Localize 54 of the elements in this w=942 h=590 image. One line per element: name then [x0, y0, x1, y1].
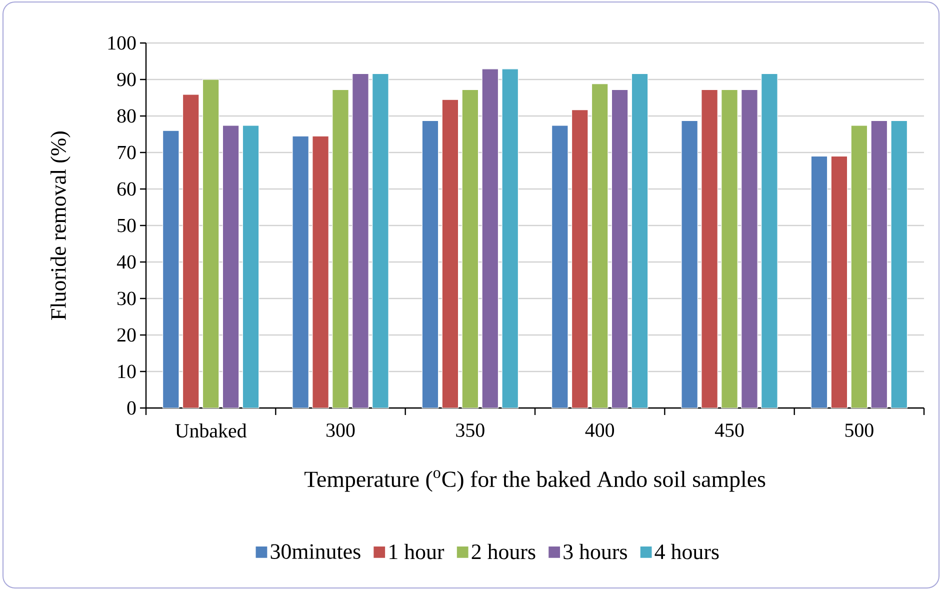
y-tick-label: 70 [118, 146, 136, 160]
x-tick-label: Unbaked [175, 424, 247, 438]
bar [352, 73, 369, 408]
x-tick-label: 450 [714, 424, 744, 437]
bar [332, 89, 349, 408]
bar [222, 125, 240, 408]
bar [462, 89, 479, 408]
y-tick-label: 100 [108, 36, 136, 50]
bar [162, 130, 180, 408]
bar [372, 73, 389, 408]
bar [611, 89, 628, 408]
legend-label: 1 hour [390, 544, 444, 560]
bar [551, 125, 568, 408]
bar [631, 73, 648, 408]
y-tick-label: 20 [117, 328, 136, 342]
bar [442, 99, 459, 408]
y-tick-label: 10 [118, 364, 136, 378]
y-tick-label: 0 [127, 401, 136, 415]
y-tick-label: 50 [118, 218, 136, 232]
x-tick-label: 300 [326, 424, 355, 437]
bar [761, 73, 778, 408]
y-axis-title: Fluoride removal (%) [50, 132, 70, 320]
bar [292, 136, 309, 408]
legend-label: 4 hours [654, 544, 719, 560]
legend-label: 3 hours [564, 544, 627, 560]
x-tick-label: 350 [456, 424, 484, 437]
bar [810, 156, 828, 408]
bar [571, 109, 588, 408]
x-tick-label: 500 [845, 424, 874, 437]
bar [850, 125, 868, 408]
y-tick-label: 60 [117, 182, 136, 196]
bar [701, 89, 718, 408]
bar [242, 125, 260, 408]
bar [890, 120, 908, 408]
y-tick-label: 80 [117, 109, 136, 123]
bar [502, 68, 519, 408]
bar [741, 89, 758, 408]
bar [830, 156, 848, 408]
bar [202, 79, 220, 408]
bar [482, 68, 499, 408]
legend-label: 2 hours [472, 544, 536, 560]
y-tick-label: 40 [116, 255, 136, 269]
y-tick-label: 90 [117, 72, 136, 86]
legend-label: 30minutes [270, 544, 360, 559]
bar [312, 136, 329, 408]
bar [422, 120, 439, 408]
bar [591, 84, 608, 408]
x-tick-label: 400 [585, 424, 614, 437]
bar [681, 120, 698, 408]
bar [721, 89, 738, 408]
bar [870, 120, 888, 408]
bar [182, 94, 200, 408]
y-tick-label: 30 [118, 292, 136, 306]
x-axis-title: Temperature ($^{o}$C) for the baked Ando soil samples [304, 470, 766, 492]
